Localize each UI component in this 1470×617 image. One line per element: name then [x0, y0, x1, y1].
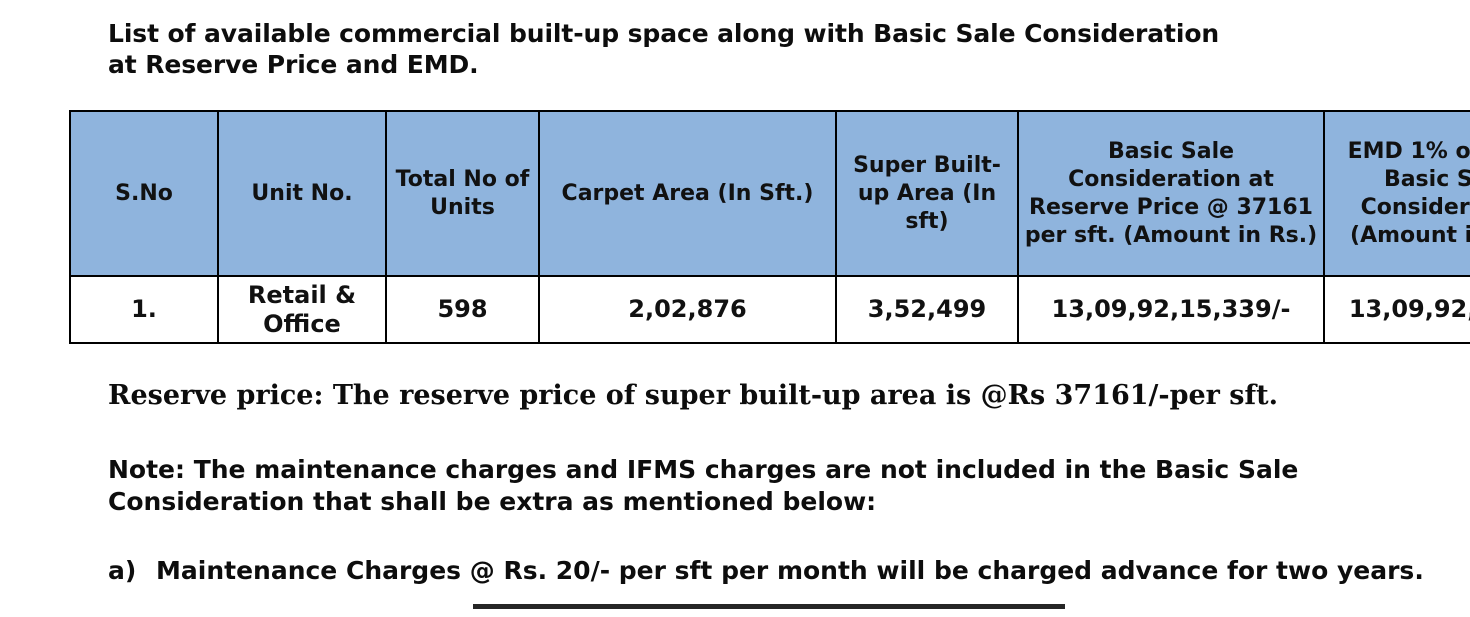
cell-basic-sale-consideration: 13,09,92,15,339/- [1017, 275, 1325, 344]
reserve-price-note: Reserve price: The reserve price of supe… [108, 380, 1278, 411]
page-title: List of available commercial built-up sp… [108, 18, 1388, 80]
column-header-total-units: Total No of Units [385, 110, 540, 277]
horizontal-rule [473, 604, 1065, 609]
cell-total-units: 598 [385, 275, 540, 344]
listing-table: S.No Unit No. Total No of Units Carpet A… [69, 110, 1470, 344]
table-body: 1. Retail & Office 598 2,02,876 3,52,499… [69, 275, 1470, 344]
cell-carpet-area: 2,02,876 [538, 275, 837, 344]
list-item-marker: a) [108, 556, 137, 585]
charges-list: a) Maintenance Charges @ Rs. 20/- per sf… [108, 555, 1448, 587]
table-header: S.No Unit No. Total No of Units Carpet A… [69, 110, 1470, 277]
page-title-line-2: at Reserve Price and EMD. [108, 50, 479, 79]
column-header-super-builtup-area: Super Built-up Area (In sft) [835, 110, 1019, 277]
column-header-sno: S.No [69, 110, 219, 277]
list-item: a) Maintenance Charges @ Rs. 20/- per sf… [108, 555, 1448, 587]
cell-emd: 13,09,92,154/- [1323, 275, 1470, 344]
column-header-unit-no: Unit No. [217, 110, 387, 277]
cell-sno: 1. [69, 275, 219, 344]
listing-table-wrapper: S.No Unit No. Total No of Units Carpet A… [69, 110, 1470, 344]
cell-unit-no: Retail & Office [217, 275, 387, 344]
note-paragraph: Note: The maintenance charges and IFMS c… [108, 454, 1438, 518]
page-title-line-1: List of available commercial built-up sp… [108, 19, 1220, 48]
table-header-row: S.No Unit No. Total No of Units Carpet A… [69, 110, 1470, 277]
list-item-text: Maintenance Charges @ Rs. 20/- per sft p… [156, 556, 1424, 585]
column-header-carpet-area: Carpet Area (In Sft.) [538, 110, 837, 277]
note-line-2: Consideration that shall be extra as men… [108, 487, 877, 516]
column-header-emd: EMD 1% of total Basic Sale Consideration… [1323, 110, 1470, 277]
column-header-basic-sale-consideration: Basic Sale Consideration at Reserve Pric… [1017, 110, 1325, 277]
note-line-1: Note: The maintenance charges and IFMS c… [108, 455, 1299, 484]
table-row: 1. Retail & Office 598 2,02,876 3,52,499… [69, 275, 1470, 344]
cell-super-builtup-area: 3,52,499 [835, 275, 1019, 344]
